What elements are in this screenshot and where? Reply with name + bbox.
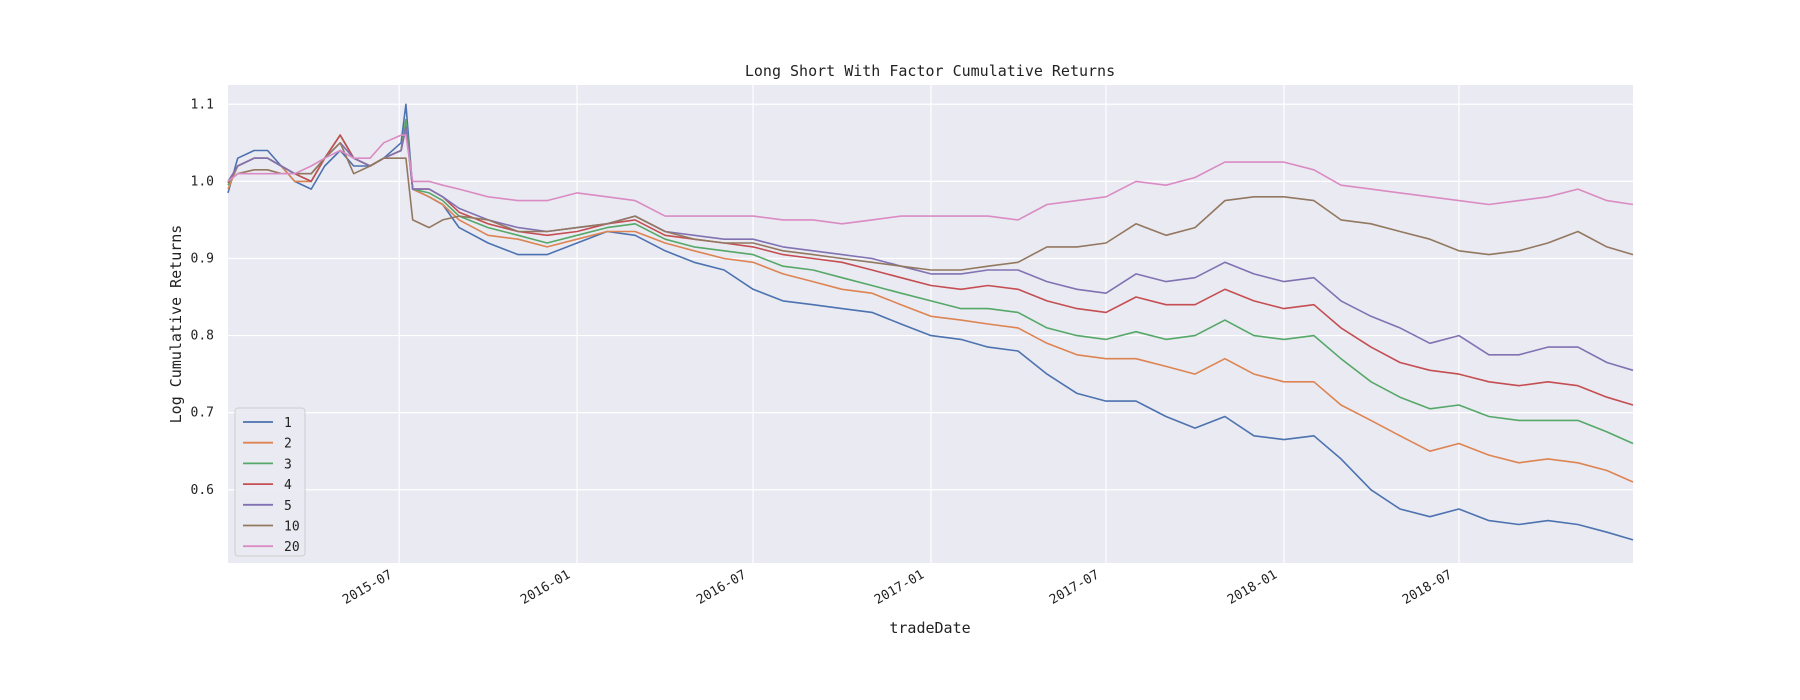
x-tick-label: 2018-01 <box>1225 567 1280 607</box>
x-tick-label: 2017-01 <box>872 567 927 607</box>
series-line-5 <box>227 126 1634 372</box>
y-tick-labels: 0.6 0.7 0.8 0.9 1.0 1.1 <box>191 97 214 497</box>
x-tick-labels: 2015-07 2016-01 2016-07 2017-01 2017-07 2018-… <box>340 567 1455 607</box>
y-tick-label: 0.6 <box>191 483 214 498</box>
y-tick-label: 0.7 <box>191 406 214 421</box>
series-line-20 <box>227 134 1634 225</box>
y-tick-label: 0.8 <box>191 329 214 344</box>
legend-label-3: 3 <box>284 457 292 472</box>
legend-label-20: 20 <box>284 540 300 555</box>
legend: 1 2 3 4 5 10 20 <box>234 407 306 557</box>
legend-label-10: 10 <box>284 520 300 535</box>
series-line-10 <box>227 142 1634 271</box>
chart-title: Long Short With Factor Cumulative Return… <box>745 62 1115 80</box>
legend-label-2: 2 <box>284 437 292 452</box>
y-axis-label: Log Cumulative Returns <box>167 225 185 424</box>
x-tick-label: 2016-01 <box>518 567 573 607</box>
series-lines <box>227 103 1634 541</box>
x-tick-label: 2018-07 <box>1400 567 1455 607</box>
x-axis-label: tradeDate <box>889 619 970 637</box>
legend-box <box>234 407 306 557</box>
y-tick-label: 0.9 <box>191 251 214 266</box>
x-tick-label: 2015-07 <box>340 567 395 607</box>
x-tick-label: 2017-07 <box>1047 567 1102 607</box>
legend-label-5: 5 <box>284 499 292 514</box>
y-tick-label: 1.0 <box>191 174 214 189</box>
y-tick-label: 1.1 <box>191 97 214 112</box>
series-line-1 <box>227 103 1634 541</box>
legend-label-1: 1 <box>284 416 292 431</box>
x-tick-label: 2016-07 <box>694 567 749 607</box>
legend-label-4: 4 <box>284 478 292 493</box>
